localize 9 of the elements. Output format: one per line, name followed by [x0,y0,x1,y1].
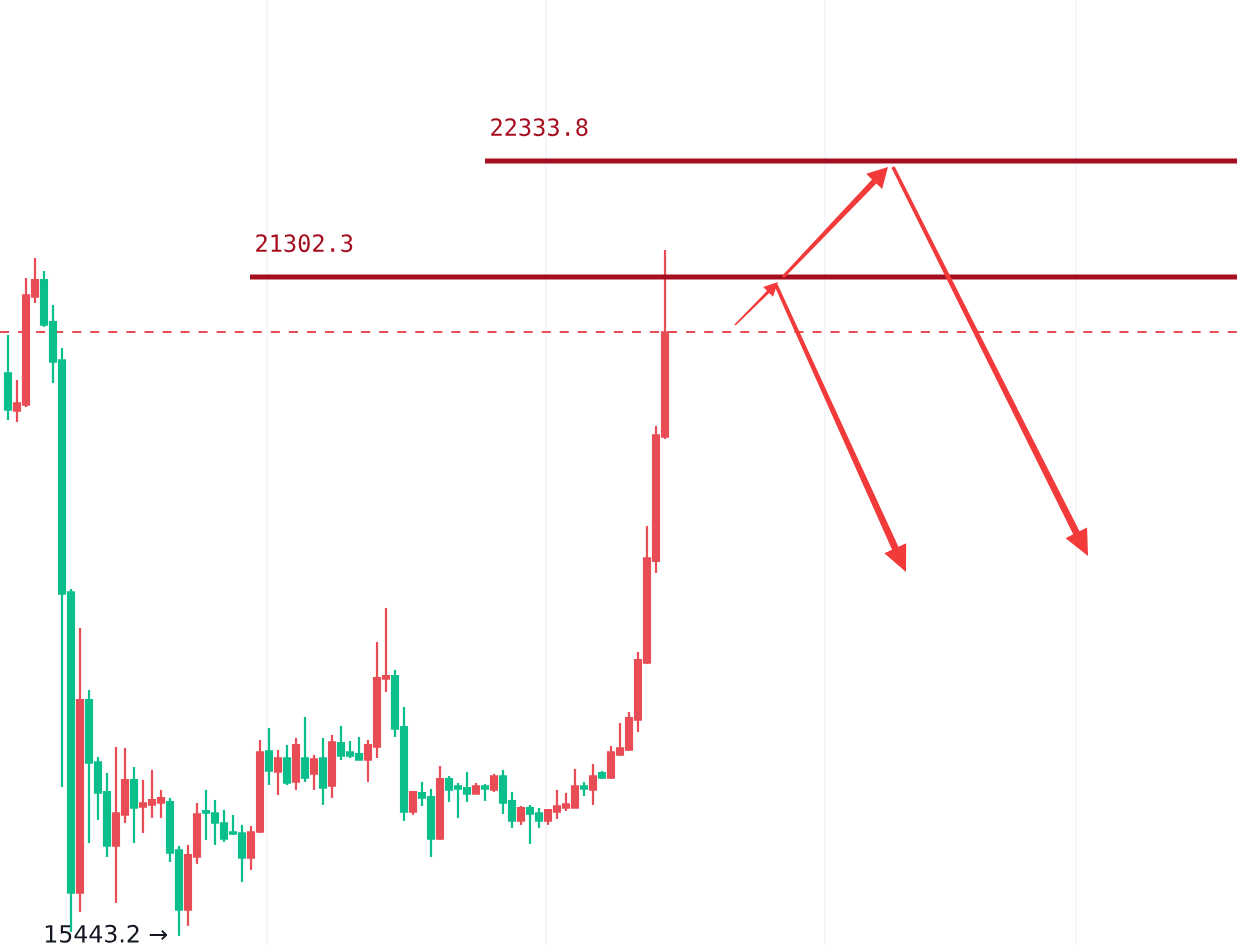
candlestick [588,762,598,807]
candlestick [300,715,310,784]
annotation: 15443.2 → [45,924,168,943]
ref-line-label: 22333.8 [491,118,588,137]
candlestick [309,753,319,792]
candlestick [516,804,526,826]
candlestick [273,748,283,797]
ref-line-label: 21302.3 [256,234,353,253]
candlestick [264,726,274,787]
